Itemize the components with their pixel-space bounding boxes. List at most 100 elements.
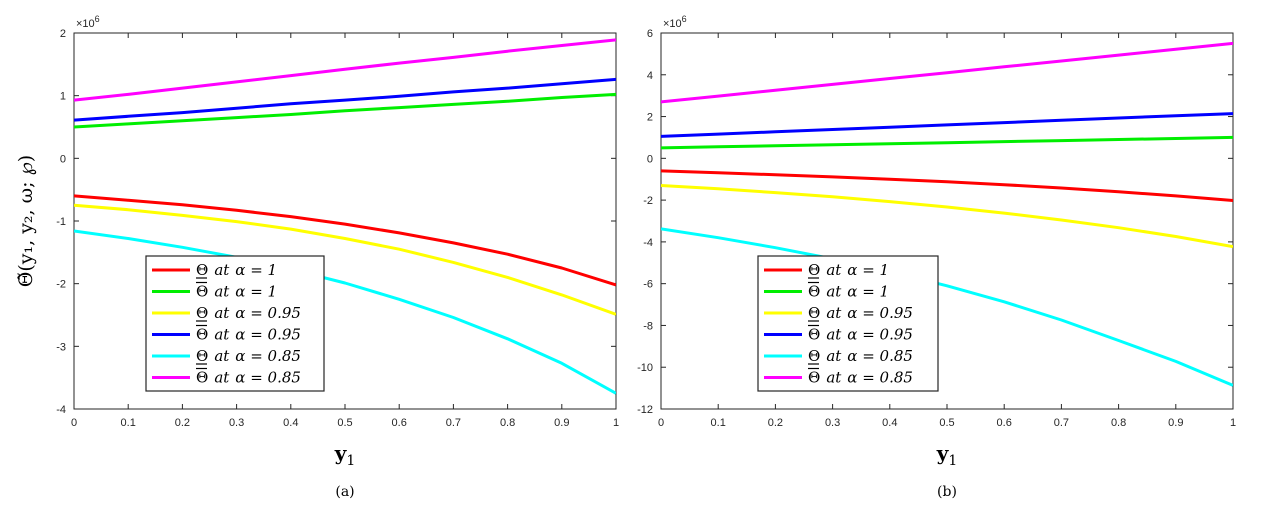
y-tick-label: -2 (643, 195, 653, 207)
legend-alpha: α = 0.85 (235, 347, 301, 365)
legend-symbol: Θ (196, 283, 208, 301)
series-line-4 (74, 77, 616, 122)
x-tick-label: 0 (658, 417, 664, 429)
legend-at: at (826, 261, 842, 279)
y-tick-label: 6 (647, 28, 653, 40)
series-group (661, 41, 1233, 387)
legend-alpha: α = 1 (235, 283, 277, 301)
x-tick-label: 0.6 (392, 417, 407, 429)
exponent-power: 6 (95, 14, 100, 24)
chart-panel-a: 0 0.1 0.2 0.3 0.4 0.5 0.6 0.7 0.8 0.9 1 2 1 0 -1 -2 -3 -4… (15, 14, 619, 500)
exponent-label: ×106 (663, 14, 687, 30)
legend-symbol: Θ (808, 304, 820, 322)
y-tick-label: -1 (56, 216, 66, 228)
series-line-2 (661, 135, 1233, 150)
legend-box (757, 255, 939, 392)
x-tick-label: 0.9 (554, 417, 569, 429)
legend-symbol: Θ (196, 261, 208, 279)
x-tick-label: 0.7 (446, 417, 461, 429)
legend-symbol: Θ (808, 326, 820, 344)
x-tick-label: 0.8 (500, 417, 515, 429)
legend-alpha: α = 0.95 (847, 304, 913, 322)
x-tick-label: 0.3 (825, 417, 840, 429)
series-line-4 (661, 112, 1233, 138)
legend-symbol: Θ (196, 369, 208, 387)
legend-alpha: α = 1 (847, 283, 889, 301)
legend-alpha: α = 1 (235, 261, 277, 279)
y-tick-label: -8 (643, 320, 653, 332)
legend-at: at (214, 369, 230, 387)
y-tick-label: 0 (60, 153, 66, 165)
x-tick-label: 0.3 (229, 417, 244, 429)
y-tick-label: 2 (647, 112, 653, 124)
series-line-1 (74, 194, 616, 287)
axes-box (660, 32, 1234, 410)
legend-symbol: Θ (808, 347, 820, 365)
y-tick-label: -4 (56, 404, 66, 416)
y-tick-label: -6 (643, 279, 653, 291)
x-tick-label: 0.7 (1054, 417, 1069, 429)
y-tick-label: -10 (637, 362, 653, 374)
x-tick-label: 0.2 (768, 417, 783, 429)
legend-at: at (214, 261, 230, 279)
legend-alpha: α = 0.85 (847, 369, 913, 387)
x-axis-label: y1 (936, 441, 958, 469)
y-tick-label: -3 (56, 341, 66, 353)
x-tick-label: 0.4 (882, 417, 897, 429)
legend-alpha: α = 1 (847, 261, 889, 279)
legend-alpha: α = 0.85 (847, 347, 913, 365)
x-tick-label: 0.8 (1111, 417, 1126, 429)
panel-caption: (b) (937, 484, 957, 500)
legend-at: at (826, 304, 842, 322)
x-tick-label: 0.4 (283, 417, 298, 429)
legend-symbol: Θ (808, 283, 820, 301)
series-line-6 (74, 38, 616, 102)
exponent-base: ×10 (663, 18, 682, 30)
chart-panel-b: 0 0.1 0.2 0.3 0.4 0.5 0.6 0.7 0.8 0.9 1 6 4 2 0 -2 -4 -6 -… (637, 14, 1236, 500)
y-tick-label: 2 (60, 28, 66, 40)
x-axis-label-main: y (936, 441, 950, 465)
x-tick-label: 0.5 (939, 417, 954, 429)
series-line-6 (661, 41, 1233, 104)
x-axis-label-sub: 1 (346, 453, 355, 469)
x-tick-label: 0.2 (175, 417, 190, 429)
legend-symbol: Θ (196, 326, 208, 344)
y-tick-label: 1 (60, 91, 66, 103)
legend-symbol: Θ (808, 261, 820, 279)
x-axis-label-sub: 1 (948, 453, 957, 469)
y-tick-label: -2 (56, 279, 66, 291)
legend-at: at (214, 283, 230, 301)
series-line-3 (661, 184, 1233, 249)
x-tick-label: 0.6 (997, 417, 1012, 429)
legend-at: at (214, 326, 230, 344)
series-line-3 (74, 203, 616, 316)
series-line-5 (74, 229, 616, 395)
series-line-5 (661, 227, 1233, 387)
panel-caption: (a) (335, 484, 354, 500)
x-tick-label: 0.1 (121, 417, 136, 429)
series-line-1 (661, 169, 1233, 202)
legend-alpha: α = 0.95 (235, 304, 301, 322)
legend-at: at (214, 304, 230, 322)
legend-at: at (826, 347, 842, 365)
exponent-power: 6 (682, 14, 687, 24)
series-line-2 (74, 92, 616, 129)
y-tick-label: 4 (647, 70, 653, 82)
x-tick-label: 0.9 (1168, 417, 1183, 429)
legend-symbol: Θ (808, 369, 820, 387)
legend-at: at (826, 369, 842, 387)
legend-alpha: α = 0.95 (847, 326, 913, 344)
x-tick-label: 0 (71, 417, 77, 429)
exponent-base: ×10 (76, 18, 95, 30)
